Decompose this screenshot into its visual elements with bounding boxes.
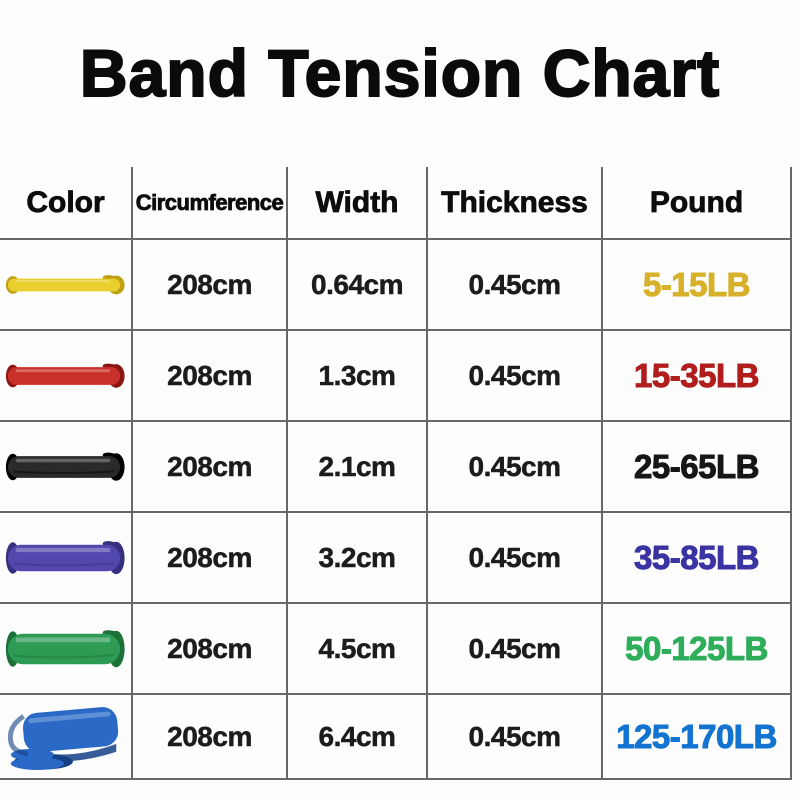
pound-value-yellow: 5-15LB bbox=[642, 265, 751, 303]
width-value: 0.64cm bbox=[311, 268, 404, 300]
width-cell: 0.64cm bbox=[288, 240, 428, 331]
width-cell: 4.5cm bbox=[288, 604, 428, 695]
pound-value-red: 15-35LB bbox=[634, 356, 760, 394]
table-row-black: 208cm 2.1cm 0.45cm 25-65LB bbox=[0, 422, 792, 513]
thickness-cell: 0.45cm bbox=[428, 331, 603, 422]
pound-cell: 25-65LB bbox=[603, 422, 792, 513]
thickness-value: 0.45cm bbox=[468, 541, 561, 573]
width-cell: 2.1cm bbox=[288, 422, 428, 513]
header-pound-label: Pound bbox=[649, 185, 744, 219]
circumference-cell: 208cm bbox=[133, 513, 288, 604]
width-value: 2.1cm bbox=[318, 450, 396, 482]
header-circumference: Circumference bbox=[133, 167, 288, 240]
pound-value-blue: 125-170LB bbox=[616, 717, 778, 755]
table-row-yellow: 208cm 0.64cm 0.45cm 5-15LB bbox=[0, 240, 792, 331]
color-cell-blue bbox=[0, 695, 133, 780]
table-row-green: 208cm 4.5cm 0.45cm 50-125LB bbox=[0, 604, 792, 695]
table-row-purple: 208cm 3.2cm 0.45cm 35-85LB bbox=[0, 513, 792, 604]
width-cell: 3.2cm bbox=[288, 513, 428, 604]
thickness-cell: 0.45cm bbox=[428, 695, 603, 780]
header-color-label: Color bbox=[26, 185, 105, 219]
circumference-value: 208cm bbox=[167, 268, 253, 300]
width-value: 4.5cm bbox=[318, 632, 396, 664]
header-circumference-label: Circumference bbox=[135, 189, 284, 215]
circumference-value: 208cm bbox=[167, 720, 253, 752]
circumference-value: 208cm bbox=[167, 450, 253, 482]
header-pound: Pound bbox=[603, 167, 792, 240]
pound-value-green: 50-125LB bbox=[625, 629, 769, 667]
circumference-cell: 208cm bbox=[133, 695, 288, 780]
header-thickness-label: Thickness bbox=[441, 185, 589, 219]
purple-band-image bbox=[5, 540, 125, 574]
table-row-red: 208cm 1.3cm 0.45cm 15-35LB bbox=[0, 331, 792, 422]
header-width-label: Width bbox=[315, 185, 399, 219]
circumference-cell: 208cm bbox=[133, 240, 288, 331]
header-row: Color Circumference Width Thickness Poun… bbox=[0, 167, 792, 240]
green-band-image bbox=[5, 629, 125, 667]
color-cell-green bbox=[0, 604, 133, 695]
pound-cell: 15-35LB bbox=[603, 331, 792, 422]
table-row-blue: 208cm 6.4cm 0.45cm 125-170LB bbox=[0, 695, 792, 780]
pound-cell: 5-15LB bbox=[603, 240, 792, 331]
width-cell: 1.3cm bbox=[288, 331, 428, 422]
color-cell-purple bbox=[0, 513, 133, 604]
header-color: Color bbox=[0, 167, 133, 240]
circumference-cell: 208cm bbox=[133, 422, 288, 513]
thickness-value: 0.45cm bbox=[468, 632, 561, 664]
thickness-cell: 0.45cm bbox=[428, 604, 603, 695]
circumference-value: 208cm bbox=[167, 632, 253, 664]
circumference-cell: 208cm bbox=[133, 331, 288, 422]
blue-band-image bbox=[7, 706, 119, 770]
color-cell-black bbox=[0, 422, 133, 513]
tension-table: Color Circumference Width Thickness Poun… bbox=[0, 167, 792, 780]
thickness-cell: 0.45cm bbox=[428, 513, 603, 604]
pound-cell: 35-85LB bbox=[603, 513, 792, 604]
thickness-value: 0.45cm bbox=[468, 359, 561, 391]
circumference-value: 208cm bbox=[167, 359, 253, 391]
red-band-image bbox=[5, 363, 125, 388]
color-cell-red bbox=[0, 331, 133, 422]
color-cell-yellow bbox=[0, 240, 133, 331]
thickness-value: 0.45cm bbox=[468, 268, 561, 300]
thickness-value: 0.45cm bbox=[468, 450, 561, 482]
header-thickness: Thickness bbox=[428, 167, 603, 240]
thickness-value: 0.45cm bbox=[468, 720, 561, 752]
thickness-cell: 0.45cm bbox=[428, 422, 603, 513]
pound-value-black: 25-65LB bbox=[634, 447, 760, 485]
width-value: 6.4cm bbox=[318, 720, 396, 752]
black-band-image bbox=[5, 452, 125, 481]
thickness-cell: 0.45cm bbox=[428, 240, 603, 331]
pound-cell: 125-170LB bbox=[603, 695, 792, 780]
width-value: 1.3cm bbox=[318, 359, 396, 391]
width-cell: 6.4cm bbox=[288, 695, 428, 780]
pound-cell: 50-125LB bbox=[603, 604, 792, 695]
pound-value-purple: 35-85LB bbox=[634, 538, 760, 576]
yellow-band-image bbox=[5, 274, 125, 294]
circumference-value: 208cm bbox=[167, 541, 253, 573]
circumference-cell: 208cm bbox=[133, 604, 288, 695]
page-title: Band Tension Chart bbox=[79, 36, 721, 110]
header-width: Width bbox=[288, 167, 428, 240]
width-value: 3.2cm bbox=[318, 541, 396, 573]
